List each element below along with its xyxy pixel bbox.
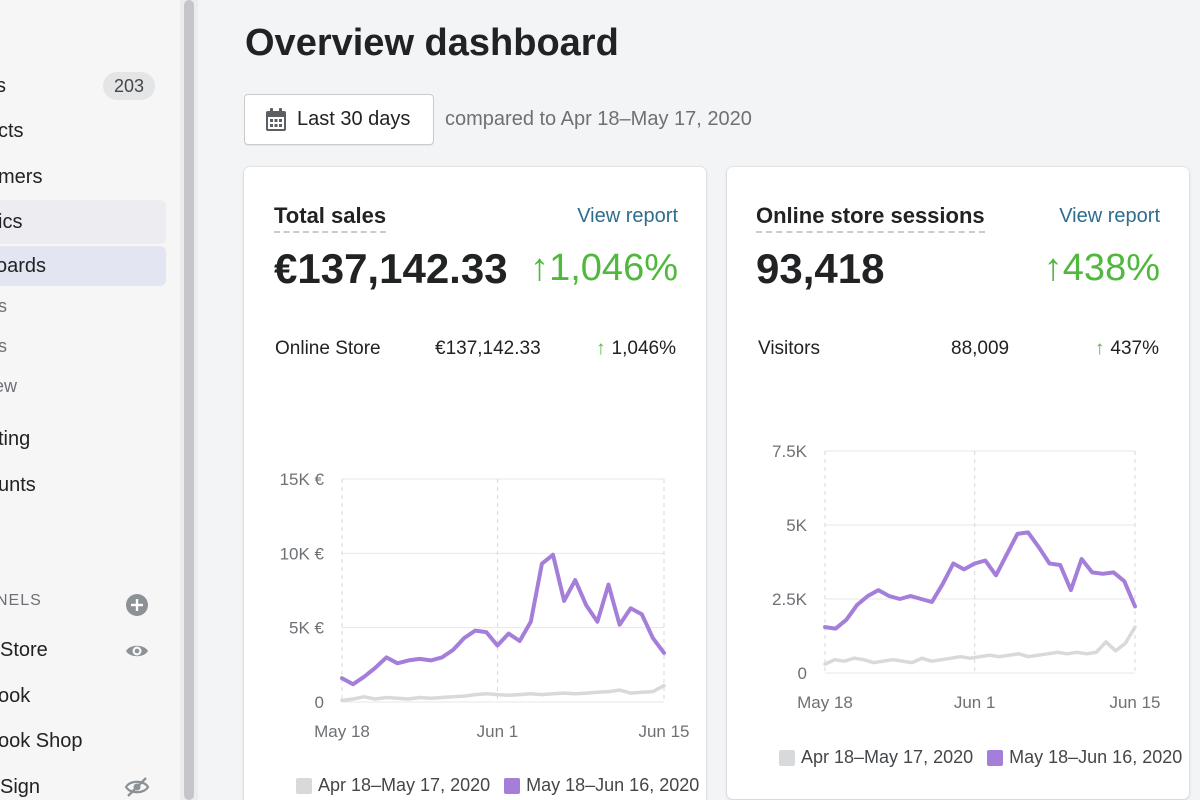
y-tick-label: 7.5K: [772, 442, 808, 461]
sidebar-item-dashboards[interactable]: oards: [0, 246, 166, 286]
sidebar-item-label: s: [0, 335, 7, 356]
total-sales-value: €137,142.33: [274, 245, 508, 292]
sidebar-item-label: ting: [0, 427, 31, 450]
sessions-change: ↑438%: [1043, 247, 1160, 289]
sidebar-scrollbar[interactable]: [184, 0, 194, 800]
sidebar-item-label: unts: [0, 473, 36, 496]
breakdown-value: 88,009: [951, 338, 1010, 359]
sessions-value: 93,418: [756, 245, 885, 292]
sidebar-item-discounts[interactable]: unts: [0, 465, 166, 505]
sidebar-item-live-view[interactable]: s: [0, 326, 166, 366]
sidebar-item-customers[interactable]: mers: [0, 157, 166, 197]
sidebar-item-overview[interactable]: ew: [0, 366, 166, 406]
breakdown-change: ↑ 1,046%: [596, 338, 676, 360]
y-tick-label: 5K €: [289, 619, 325, 638]
add-channel-icon[interactable]: [124, 592, 150, 618]
arrow-up-icon: ↑: [596, 338, 606, 359]
sidebar: s 203 cts mers ics oards s s ew ting unt…: [0, 0, 180, 800]
arrow-up-icon: ↑: [1094, 338, 1105, 359]
legend-item-previous[interactable]: Apr 18–May 17, 2020: [296, 775, 490, 796]
legend-label: Apr 18–May 17, 2020: [801, 747, 974, 767]
sidebar-item-orders[interactable]: s 203: [0, 66, 166, 106]
series-line-previous: [340, 683, 666, 703]
legend-label: May 18–Jun 16, 2020: [1009, 747, 1183, 767]
x-tick-label: Jun 1: [477, 722, 519, 741]
eye-icon[interactable]: [124, 638, 150, 664]
legend-swatch: [504, 777, 521, 794]
sidebar-item-label: ook: [0, 684, 31, 707]
legend-swatch: [779, 749, 795, 766]
x-tick-label: May 18: [314, 722, 370, 741]
legend-label: May 18–Jun 16, 2020: [526, 775, 700, 795]
comparison-text: compared to Apr 18–May 17, 2020: [445, 108, 752, 130]
total-sales-change: ↑1,046%: [530, 247, 678, 289]
series-line-previous: [823, 625, 1137, 666]
card-title[interactable]: Online store sessions: [756, 203, 985, 233]
sidebar-channel-facebook[interactable]: ook: [0, 676, 166, 716]
legend-item-current[interactable]: May 18–Jun 16, 2020: [504, 775, 699, 796]
breakdown-change: ↑ 437%: [1095, 338, 1159, 360]
chart-legend: Apr 18–May 17, 2020 May 18–Jun 16, 2020: [296, 775, 713, 796]
sidebar-item-products[interactable]: cts: [0, 111, 166, 151]
sidebar-item-marketing[interactable]: ting: [0, 419, 166, 459]
legend-item-previous[interactable]: Apr 18–May 17, 2020: [779, 747, 973, 768]
view-report-link[interactable]: View report: [577, 205, 678, 227]
y-tick-label: 0: [798, 664, 807, 683]
total-sales-chart: 0 5K € 10K € 15K € May 18 Jun 1 Jun 15: [280, 470, 690, 741]
x-tick-label: Jun 15: [638, 722, 689, 741]
sidebar-item-label: cts: [0, 119, 24, 142]
x-tick-label: Jun 15: [1109, 693, 1160, 712]
sales-channels-heading: NELS: [0, 592, 42, 609]
calendar-icon: [266, 107, 286, 131]
y-tick-label: 15K €: [280, 470, 325, 489]
chart-legend: Apr 18–May 17, 2020 May 18–Jun 16, 2020: [779, 747, 1196, 768]
sidebar-item-label: mers: [0, 165, 43, 188]
series-line-current: [340, 552, 666, 687]
x-tick-label: May 18: [797, 693, 853, 712]
sidebar-item-label: ook Shop: [0, 729, 83, 752]
legend-label: Apr 18–May 17, 2020: [318, 775, 491, 795]
sidebar-item-analytics[interactable]: ics: [0, 200, 166, 244]
sidebar-item-label: s: [0, 295, 7, 316]
sidebar-item-reports[interactable]: s: [0, 286, 166, 326]
breakdown-value: €137,142.33: [435, 338, 541, 359]
date-range-button[interactable]: Last 30 days: [244, 94, 434, 145]
legend-swatch: [987, 749, 1004, 766]
sidebar-item-label: Store: [0, 638, 48, 661]
sidebar-channel-online-store[interactable]: Store: [0, 630, 166, 670]
breakdown-label: Visitors: [758, 338, 820, 359]
breakdown-change-value: 437%: [1110, 338, 1159, 359]
total-sales-card: Total sales View report €137,142.33 ↑1,0…: [244, 167, 706, 800]
orders-count-badge: 203: [103, 72, 155, 100]
sidebar-item-label: Sign: [0, 775, 41, 798]
sidebar-item-label: s: [0, 74, 6, 97]
sidebar-item-label: ew: [0, 375, 18, 396]
breakdown-change-value: 1,046%: [611, 338, 676, 359]
y-tick-label: 10K €: [280, 544, 325, 563]
eye-slash-icon[interactable]: [124, 774, 150, 800]
online-store-sessions-card: Online store sessions View report 93,418…: [727, 167, 1189, 799]
sessions-chart: 0 2.5K 5K 7.5K May 18 Jun 1 Jun 15: [772, 442, 1161, 712]
breakdown-label: Online Store: [275, 338, 381, 359]
y-tick-label: 0: [315, 693, 324, 712]
sidebar-item-label: oards: [0, 254, 47, 277]
y-tick-label: 5K: [786, 516, 807, 535]
legend-swatch: [296, 777, 312, 794]
sidebar-item-label: ics: [0, 210, 23, 233]
series-line-current: [823, 530, 1137, 631]
sidebar-channel-facebook-shop[interactable]: ook Shop: [0, 721, 166, 761]
card-title[interactable]: Total sales: [274, 203, 387, 233]
y-tick-label: 2.5K: [772, 590, 808, 609]
legend-item-current[interactable]: May 18–Jun 16, 2020: [987, 747, 1182, 768]
x-tick-label: Jun 1: [954, 693, 996, 712]
date-range-label: Last 30 days: [297, 108, 411, 130]
page-title: Overview dashboard: [245, 22, 619, 64]
sidebar-channel-sign[interactable]: Sign: [0, 767, 166, 800]
view-report-link[interactable]: View report: [1059, 205, 1160, 227]
